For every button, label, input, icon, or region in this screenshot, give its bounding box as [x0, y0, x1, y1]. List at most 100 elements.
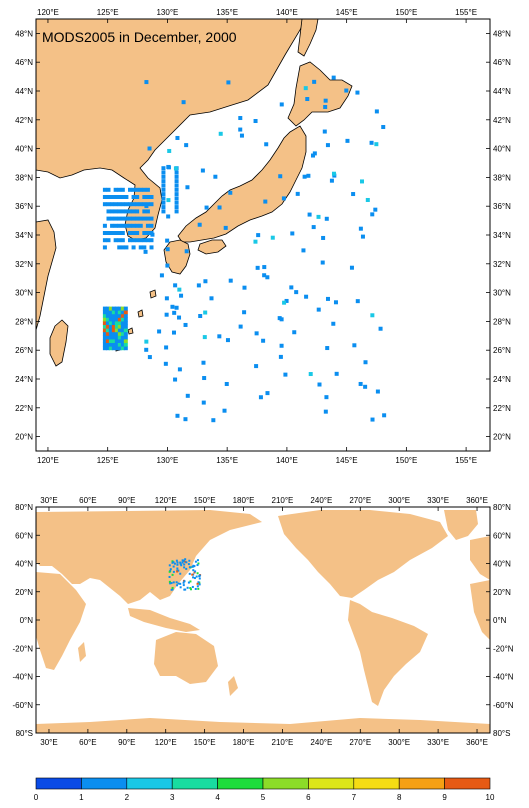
observation-cell: [320, 260, 325, 265]
global-observation-cell: [198, 574, 201, 577]
global-observation-cell: [184, 558, 187, 561]
observation-cell: [110, 223, 115, 228]
regional-ytick-label-left: 34°N: [15, 231, 33, 240]
observation-cell: [108, 306, 113, 311]
global-observation-cell: [168, 564, 171, 567]
observation-cell: [177, 367, 182, 372]
global-observation-cell: [171, 573, 174, 576]
observation-cell: [370, 313, 375, 318]
global-xtick-label-top: 300°E: [388, 496, 410, 505]
global-observation-cell: [172, 561, 175, 564]
regional-ytick-label-right: 30°N: [493, 289, 511, 298]
regional-map-land: [36, 19, 353, 367]
colorbar-label: 10: [486, 793, 495, 802]
observation-cell: [145, 231, 150, 235]
observation-cell: [120, 321, 125, 325]
observation-cell: [117, 331, 122, 336]
observation-cell: [123, 313, 128, 318]
regional-ytick-label-left: 42°N: [15, 116, 33, 125]
observation-cell: [120, 310, 125, 315]
observation-cell: [302, 174, 307, 179]
observation-cell: [324, 395, 329, 400]
observation-cell: [120, 187, 125, 192]
global-observation-cell: [184, 560, 187, 563]
colorbar-swatch: [398, 777, 445, 790]
observation-cell: [110, 216, 115, 221]
global-observation-cell: [176, 563, 179, 566]
observation-cell: [161, 200, 166, 205]
global-observation-cell: [168, 580, 171, 583]
global-observation-cell: [188, 559, 191, 562]
regional-map-y-ticks-left: 20°N 22°N 24°N 26°N 28°N 30°N 32°N 34°N 36°N 38°N…: [15, 29, 40, 442]
observation-cell: [181, 100, 186, 105]
observation-cell: [105, 331, 110, 336]
global-ytick-label-left: 40°N: [15, 560, 33, 569]
regional-ytick-label-right: 20°N: [493, 433, 511, 442]
global-observation-cell: [196, 559, 199, 562]
observation-cell: [114, 346, 119, 351]
observation-cell: [164, 345, 169, 350]
regional-xtick-label-bottom: 120°E: [37, 456, 59, 465]
observation-cell: [321, 235, 326, 240]
observation-cell: [117, 324, 122, 329]
observation-cell: [282, 300, 287, 305]
observation-cell: [120, 238, 125, 243]
global-observation-cell: [176, 584, 179, 587]
observation-cell: [108, 324, 113, 329]
regional-xtick-label-bottom: 125°E: [97, 456, 119, 465]
observation-cell: [120, 324, 125, 329]
observation-cell: [201, 400, 206, 405]
global-observation-cell: [196, 564, 199, 567]
observation-cell: [102, 202, 107, 207]
observation-cell: [144, 80, 149, 85]
global-observation-cell: [185, 567, 188, 570]
observation-cell: [200, 168, 205, 173]
observation-cell: [120, 216, 125, 221]
global-xtick-label-top: 270°E: [349, 496, 371, 505]
observation-cell: [102, 195, 107, 199]
observation-cell: [114, 317, 119, 322]
observation-cell: [108, 313, 113, 318]
observation-cell: [123, 346, 128, 351]
observation-cell: [222, 408, 227, 413]
observation-cell: [173, 283, 178, 288]
observation-cell: [106, 187, 111, 192]
observation-cell: [213, 174, 218, 179]
global-observation-cell: [179, 586, 182, 589]
observation-cell: [135, 195, 140, 199]
observation-cell: [123, 331, 128, 336]
land-north-america: [278, 510, 448, 598]
regional-ytick-label-right: 40°N: [493, 145, 511, 154]
observation-cell: [211, 418, 216, 423]
observation-cell: [253, 119, 258, 124]
observation-cell: [344, 88, 349, 93]
global-xtick-label-bottom: 360°E: [466, 738, 488, 747]
observation-cell: [102, 321, 107, 325]
global-xtick-label-bottom: 180°E: [233, 738, 255, 747]
observation-cell: [334, 371, 339, 376]
global-observation-cell: [198, 583, 201, 586]
observation-cell: [218, 131, 223, 136]
global-observation-cell: [197, 562, 200, 565]
observation-cell: [138, 245, 143, 250]
observation-cell: [127, 202, 132, 207]
global-map-land: [36, 510, 490, 733]
observation-cell: [202, 335, 207, 340]
regional-ytick-label-right: 42°N: [493, 116, 511, 125]
global-observation-cell: [169, 568, 172, 571]
observation-cell: [365, 197, 370, 202]
global-observation-cell: [194, 560, 197, 563]
observation-cell: [184, 143, 189, 148]
observation-cell: [363, 384, 368, 389]
observation-cell: [142, 187, 147, 192]
observation-cell: [324, 216, 329, 221]
global-ytick-label-left: 80°S: [16, 729, 33, 738]
observation-cell: [108, 335, 113, 340]
observation-cell: [166, 165, 171, 170]
regional-xtick-label-bottom: 150°E: [395, 456, 417, 465]
land-africa: [36, 572, 86, 670]
observation-cell: [120, 202, 125, 207]
observation-cell: [138, 216, 143, 221]
observation-cell: [117, 346, 122, 351]
observation-cell: [185, 185, 190, 190]
